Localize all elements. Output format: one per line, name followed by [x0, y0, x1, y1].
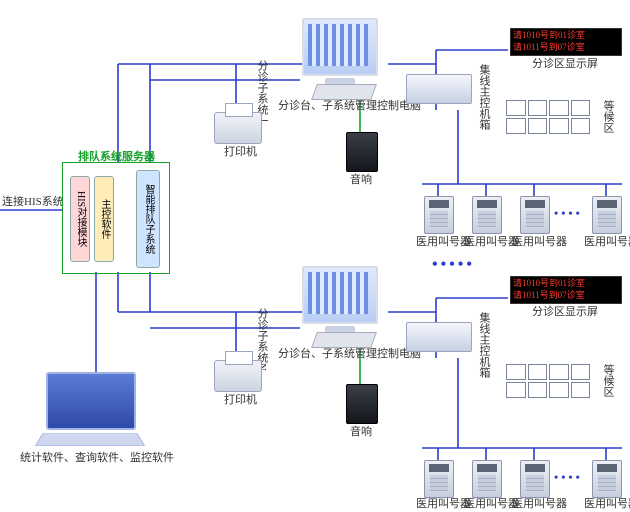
branch2-pager-label-4: 医用叫号器: [584, 498, 630, 511]
pill-his-module: HIS对接模块: [70, 176, 90, 262]
branch2-pager-label-1: 医用叫号器: [416, 498, 471, 511]
branch2-display-line2: 请1011号到07诊室: [511, 289, 621, 301]
branch2-display-label: 分诊区显示屏: [532, 306, 598, 319]
pill-his-module-text: HIS对接模块: [75, 191, 85, 247]
his-link-label: 连接HIS系统: [2, 196, 64, 209]
branch2-display: 请1010号到01诊室 请1011号到07诊室: [510, 276, 622, 304]
branch1-pager-ellipsis: ••••: [554, 206, 583, 221]
pill-queue-subsys: 智能排队子系统: [136, 170, 160, 268]
branch2-speaker: [346, 384, 378, 424]
branch1-display-line2: 请1011号到07诊室: [511, 41, 621, 53]
branch1-waitgrid: [506, 100, 590, 134]
pill-queue-subsys-text: 智能排队子系统: [143, 184, 153, 254]
ellipsis-branches: •••••: [432, 256, 475, 274]
branch1-pager-2: [472, 196, 502, 234]
laptop-label: 统计软件、查询软件、监控软件: [20, 452, 174, 465]
branch1-keyboard: [311, 84, 377, 100]
branch2-hub: [406, 322, 472, 352]
branch1-wait-label: 等候区: [600, 100, 616, 133]
branch1-pager-label-4: 医用叫号器: [584, 236, 630, 249]
branch2-wait-label: 等候区: [600, 364, 616, 397]
branch1-monitor: [302, 18, 378, 86]
pill-main-sw-text: 主控软件: [99, 199, 109, 239]
branch1-hub: [406, 74, 472, 104]
branch2-keyboard: [311, 332, 377, 348]
branch1-pager-1: [424, 196, 454, 234]
branch2-display-line1: 请1010号到01诊室: [511, 277, 621, 289]
branch2-pager-label-2: 医用叫号器: [464, 498, 519, 511]
branch2-console-label: 分诊台、子系统管理控制电脑: [278, 348, 421, 361]
branch1-pager-label-3: 医用叫号器: [512, 236, 567, 249]
branch1-speaker: [346, 132, 378, 172]
branch2-speaker-label: 音响: [350, 426, 372, 439]
branch1-hub-label: 集线主控机箱: [476, 64, 492, 130]
branch1-pager-label-1: 医用叫号器: [416, 236, 471, 249]
branch1-printer-label: 打印机: [224, 146, 257, 159]
branch2-hub-label: 集线主控机箱: [476, 312, 492, 378]
branch1-pager-label-2: 医用叫号器: [464, 236, 519, 249]
branch1-pager-3: [520, 196, 550, 234]
branch2-pager-1: [424, 460, 454, 498]
branch2-pager-4: [592, 460, 622, 498]
branch2-waitgrid: [506, 364, 590, 398]
branch1-speaker-label: 音响: [350, 174, 372, 187]
pill-main-sw: 主控软件: [94, 176, 114, 262]
branch1-console-label: 分诊台、子系统管理控制电脑: [278, 100, 421, 113]
branch2-printer: [214, 360, 262, 392]
branch2-printer-label: 打印机: [224, 394, 257, 407]
branch2-pager-label-3: 医用叫号器: [512, 498, 567, 511]
branch1-printer: [214, 112, 262, 144]
branch1-display: 请1010号到01诊室 请1011号到07诊室: [510, 28, 622, 56]
diagram-stage: 连接HIS系统 排队系统服务器 HIS对接模块 主控软件 智能排队子系统 统计软…: [0, 0, 630, 512]
branch1-display-label: 分诊区显示屏: [532, 58, 598, 71]
branch1-display-line1: 请1010号到01诊室: [511, 29, 621, 41]
branch2-pager-2: [472, 460, 502, 498]
branch2-monitor: [302, 266, 378, 334]
branch2-pager-3: [520, 460, 550, 498]
branch2-pager-ellipsis: ••••: [554, 470, 583, 485]
laptop: [46, 372, 141, 450]
branch1-pager-4: [592, 196, 622, 234]
